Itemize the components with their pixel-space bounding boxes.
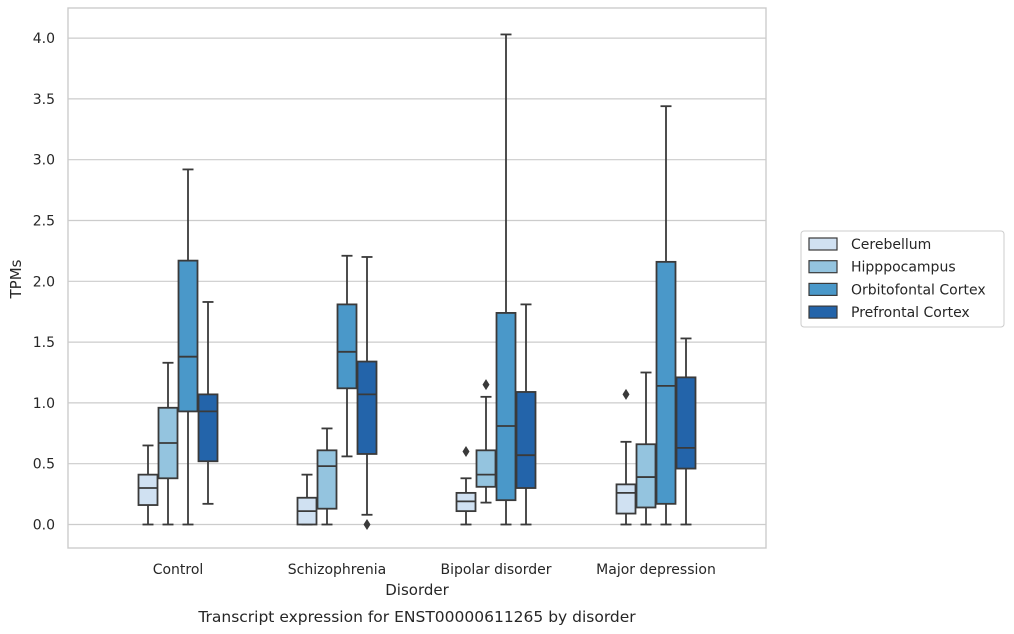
box-2-2 [316, 427, 338, 526]
chart-caption: Transcript expression for ENST0000061126… [197, 608, 636, 626]
legend-label: Hipppocampus [851, 260, 956, 276]
iqr-box [336, 303, 358, 390]
box-groups [137, 33, 697, 530]
y-axis-ticks: 0.0 0.5 1.0 1.5 2.0 2.5 3.0 3.5 4.0 [33, 31, 55, 533]
iqr-box [655, 260, 677, 505]
legend-swatch [808, 282, 838, 296]
x-tick-label: Major depression [596, 562, 716, 578]
y-tick-label: 1.0 [33, 396, 55, 412]
iqr-box [675, 376, 697, 470]
box-4-1 [197, 301, 219, 505]
box-3-3 [495, 33, 517, 526]
iqr-box [475, 449, 497, 488]
outlier-point [462, 446, 470, 458]
legend-swatch [808, 237, 838, 251]
iqr-box [316, 449, 338, 510]
box-1-4 [615, 388, 637, 526]
iqr-box [177, 259, 199, 413]
x-tick-label: Schizophrenia [288, 562, 386, 578]
x-axis-title: Disorder [385, 581, 449, 599]
x-tick-label: Bipolar disorder [440, 562, 551, 578]
box-1-3 [455, 446, 477, 526]
legend-swatch [808, 260, 838, 274]
legend-label: Prefrontal Cortex [851, 305, 970, 321]
outlier-point [622, 388, 630, 400]
y-tick-label: 4.0 [33, 31, 55, 47]
legend-frame [800, 230, 1005, 328]
y-tick-label: 1.5 [33, 335, 55, 351]
box-3-2 [336, 254, 358, 458]
box-4-4 [675, 337, 697, 526]
iqr-box [635, 443, 657, 509]
legend-label: Orbitofontal Cortex [851, 282, 986, 298]
box-4-2 [356, 256, 378, 530]
iqr-box [137, 473, 159, 506]
box-2-3 [475, 379, 497, 504]
legend-label: Cerebellum [851, 237, 931, 253]
outlier-point [482, 379, 490, 391]
box-2-4 [635, 371, 657, 526]
iqr-box [356, 360, 378, 455]
x-tick-label: Control [153, 562, 204, 578]
box-1-1 [137, 444, 159, 526]
box-3-4 [655, 105, 677, 526]
y-tick-label: 3.5 [33, 92, 55, 108]
box-3-1 [177, 168, 199, 526]
y-tick-label: 3.0 [33, 153, 55, 169]
y-axis-title: TPMs [7, 259, 25, 299]
box-1-2 [296, 473, 318, 526]
iqr-box [615, 483, 637, 515]
outlier-point [363, 519, 371, 530]
legend-items: Cerebellum Hipppocampus Orbitofontal Corte… [808, 237, 986, 321]
box-4-3 [515, 303, 537, 526]
legend: Cerebellum Hipppocampus Orbitofontal Corte… [800, 230, 1005, 328]
y-tick-label: 0.5 [33, 457, 55, 473]
plot-area-frame [67, 7, 767, 549]
y-tick-label: 0.0 [33, 518, 55, 534]
legend-swatch [808, 305, 838, 319]
y-tick-label: 2.0 [33, 274, 55, 290]
iqr-box [515, 391, 537, 489]
iqr-box [197, 393, 219, 463]
y-tick-label: 2.5 [33, 214, 55, 230]
box-2-1 [157, 361, 179, 526]
iqr-box [495, 312, 517, 502]
x-axis-ticks: Control Schizophrenia Bipolar disorder Majo… [153, 562, 716, 578]
